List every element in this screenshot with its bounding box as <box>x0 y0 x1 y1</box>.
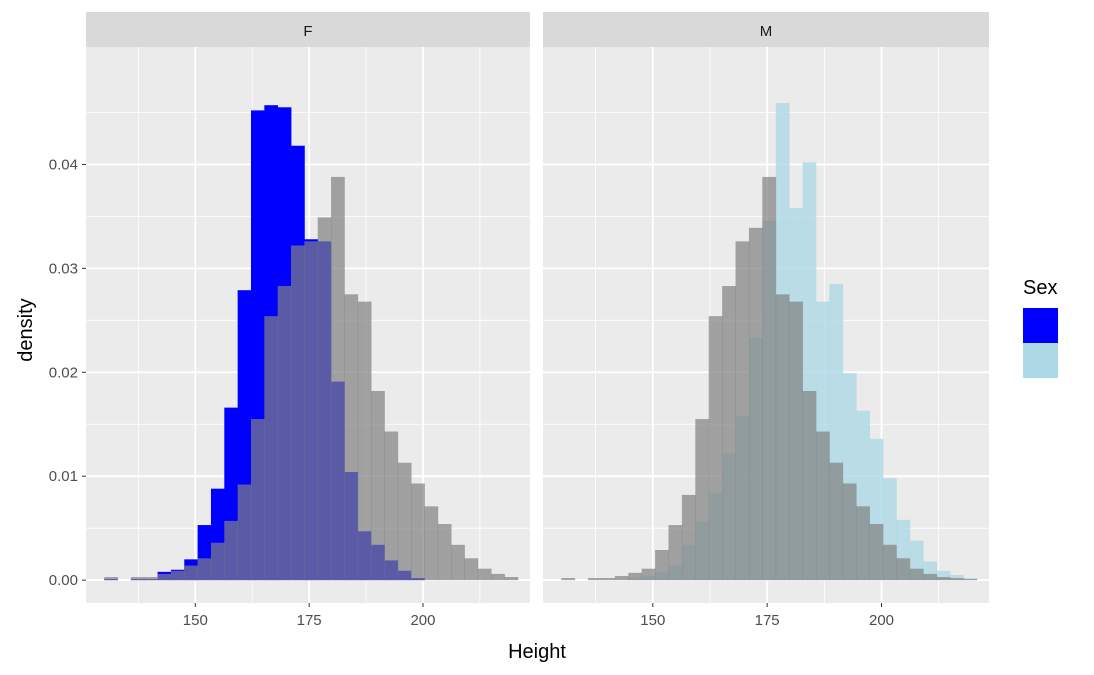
x-tick-label: 150 <box>183 612 208 629</box>
histogram-bar-background <box>250 419 265 581</box>
histogram-bar-background <box>371 390 385 581</box>
y-tick-label: 0.01 <box>49 468 78 485</box>
x-tick-label: 150 <box>640 612 665 629</box>
x-tick-label: 175 <box>297 612 322 629</box>
histogram-bar-m <box>936 570 951 581</box>
histogram-bar-background <box>197 558 212 581</box>
histogram-bar-background <box>384 431 399 581</box>
facet-panel-m: M 150 175 200 <box>543 12 989 629</box>
histogram-bar-background <box>504 577 519 581</box>
facet-strip <box>543 12 989 47</box>
x-axis-title: Height <box>508 641 566 663</box>
histogram-bar-background <box>708 316 723 581</box>
legend-title: Sex <box>1023 277 1057 299</box>
histogram-bar-background <box>264 316 279 581</box>
histogram-bar-background <box>668 525 683 581</box>
histogram-bar-background <box>923 573 937 581</box>
y-tick-label: 0.02 <box>49 364 78 381</box>
y-tick-label: 0.04 <box>49 156 78 173</box>
histogram-bar-background <box>896 558 911 581</box>
histogram-bar-background <box>963 579 978 581</box>
histogram-bar-background <box>424 506 439 581</box>
facet-strip <box>86 12 530 47</box>
histogram-bar-background <box>464 558 479 581</box>
legend-key-f <box>1023 308 1058 343</box>
histogram-bar-background <box>949 578 964 581</box>
histogram-bar-background <box>130 577 145 581</box>
facet-panel-f: F 150 175 200 <box>86 12 530 629</box>
histogram-bar-background <box>909 568 924 581</box>
histogram-bar-background <box>397 462 412 581</box>
histogram-bar-background <box>802 390 817 581</box>
histogram-bar-m <box>949 574 964 581</box>
histogram-bar-background <box>331 176 345 581</box>
histogram-bar-background <box>317 217 332 581</box>
histogram-bar-background <box>936 577 951 581</box>
histogram-bar-background <box>437 524 452 581</box>
y-axis: 0.00 0.01 0.02 0.03 0.04 <box>49 156 86 589</box>
histogram-bar-background <box>561 578 576 581</box>
histogram-bar-background <box>829 462 844 581</box>
histogram-bar-background <box>411 483 425 581</box>
x-tick-label: 200 <box>410 612 435 629</box>
histogram-bar-background <box>722 286 736 581</box>
histogram-bar-background <box>157 573 172 581</box>
histogram-bar-background <box>491 573 505 581</box>
histogram-bar-background <box>170 570 185 581</box>
histogram-bar-background <box>882 544 897 581</box>
x-tick-label: 175 <box>755 612 780 629</box>
histogram-bar-background <box>104 577 118 581</box>
facet-strip-label: F <box>303 23 312 40</box>
facets-layer: F 150 175 200 M 150 175 200 <box>86 12 989 629</box>
histogram-bar-background <box>144 577 158 581</box>
y-axis-title: density <box>15 298 37 361</box>
x-tick-label: 200 <box>869 612 894 629</box>
histogram-bar-background <box>735 241 750 581</box>
histogram-bar-background <box>856 506 870 581</box>
histogram-bar-background <box>695 419 710 581</box>
histogram-bar-background <box>641 568 656 581</box>
histogram-bar-background <box>237 484 252 581</box>
legend-key-m <box>1023 343 1058 378</box>
histogram-bar-background <box>601 578 616 581</box>
histogram-bar-background <box>357 301 372 581</box>
histogram-bar-background <box>789 301 803 581</box>
histogram-bar-background <box>775 294 790 581</box>
histogram-bar-background <box>224 520 239 581</box>
histogram-bar-background <box>344 294 359 581</box>
histogram-bar-background <box>304 241 319 581</box>
legend: Sex <box>1023 277 1058 378</box>
y-tick-label: 0.00 <box>49 572 78 589</box>
histogram-bar-background <box>210 542 225 581</box>
histogram-bar-background <box>588 578 602 581</box>
facet-strip-label: M <box>760 23 773 40</box>
histogram-bar-background <box>815 431 830 581</box>
histogram-bar-background <box>655 549 669 581</box>
histogram-bar-background <box>451 544 465 581</box>
histogram-bar-background <box>748 227 763 581</box>
histogram-bar-background <box>628 572 643 581</box>
y-tick-label: 0.03 <box>49 260 78 277</box>
histogram-bar-background <box>681 494 696 581</box>
histogram-bar-background <box>277 286 292 581</box>
histogram-bar-background <box>477 568 492 581</box>
histogram-bar-background <box>762 176 777 581</box>
histogram-bar-background <box>291 245 305 581</box>
histogram-bar-background <box>184 565 199 581</box>
histogram-bar-background <box>614 575 629 581</box>
histogram-bar-background <box>842 483 857 581</box>
histogram-bar-background <box>869 524 884 581</box>
